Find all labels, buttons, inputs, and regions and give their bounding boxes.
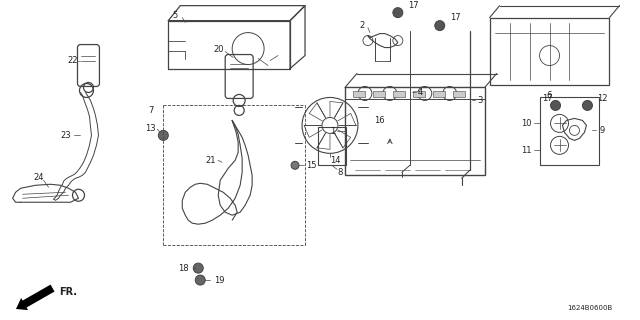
Bar	[393, 92, 405, 98]
Text: 17: 17	[542, 94, 553, 103]
Text: 21: 21	[205, 156, 216, 165]
Text: 7: 7	[148, 106, 154, 115]
Text: 23: 23	[60, 131, 71, 140]
Bar	[353, 92, 365, 98]
Circle shape	[550, 100, 561, 110]
Circle shape	[435, 20, 445, 31]
Text: 15: 15	[306, 161, 317, 170]
Text: 1: 1	[330, 127, 335, 136]
Text: 19: 19	[214, 276, 225, 284]
Text: 10: 10	[521, 119, 532, 128]
Text: 5: 5	[173, 11, 178, 20]
Text: 13: 13	[145, 124, 156, 133]
Circle shape	[195, 275, 205, 285]
Circle shape	[158, 130, 168, 140]
Text: 9: 9	[600, 126, 605, 135]
Bar	[490, 18, 609, 85]
Circle shape	[193, 263, 204, 273]
Bar	[452, 92, 465, 98]
Bar	[345, 87, 484, 175]
Text: 3: 3	[477, 96, 483, 105]
Text: 18: 18	[178, 264, 188, 273]
FancyArrow shape	[16, 284, 54, 310]
Text: 12: 12	[597, 94, 608, 103]
Bar	[540, 98, 600, 165]
Text: 20: 20	[213, 45, 223, 54]
Text: 4: 4	[417, 88, 422, 97]
Text: 2: 2	[359, 21, 365, 30]
Bar	[433, 92, 445, 98]
Bar	[318, 127, 346, 165]
Bar	[413, 92, 425, 98]
Text: 17: 17	[408, 1, 419, 10]
Bar	[373, 92, 385, 98]
Text: 17: 17	[450, 13, 460, 22]
Text: 8: 8	[337, 168, 342, 177]
Text: 24: 24	[33, 173, 44, 182]
Text: 6: 6	[547, 91, 552, 100]
Circle shape	[393, 8, 403, 18]
Text: FR.: FR.	[60, 287, 77, 297]
Text: 11: 11	[521, 146, 532, 155]
Circle shape	[291, 161, 299, 169]
Text: 14: 14	[330, 156, 340, 165]
Text: 22: 22	[67, 56, 77, 65]
Text: 16: 16	[374, 116, 385, 125]
Circle shape	[582, 100, 593, 110]
Text: 1624B0600B: 1624B0600B	[567, 305, 612, 311]
